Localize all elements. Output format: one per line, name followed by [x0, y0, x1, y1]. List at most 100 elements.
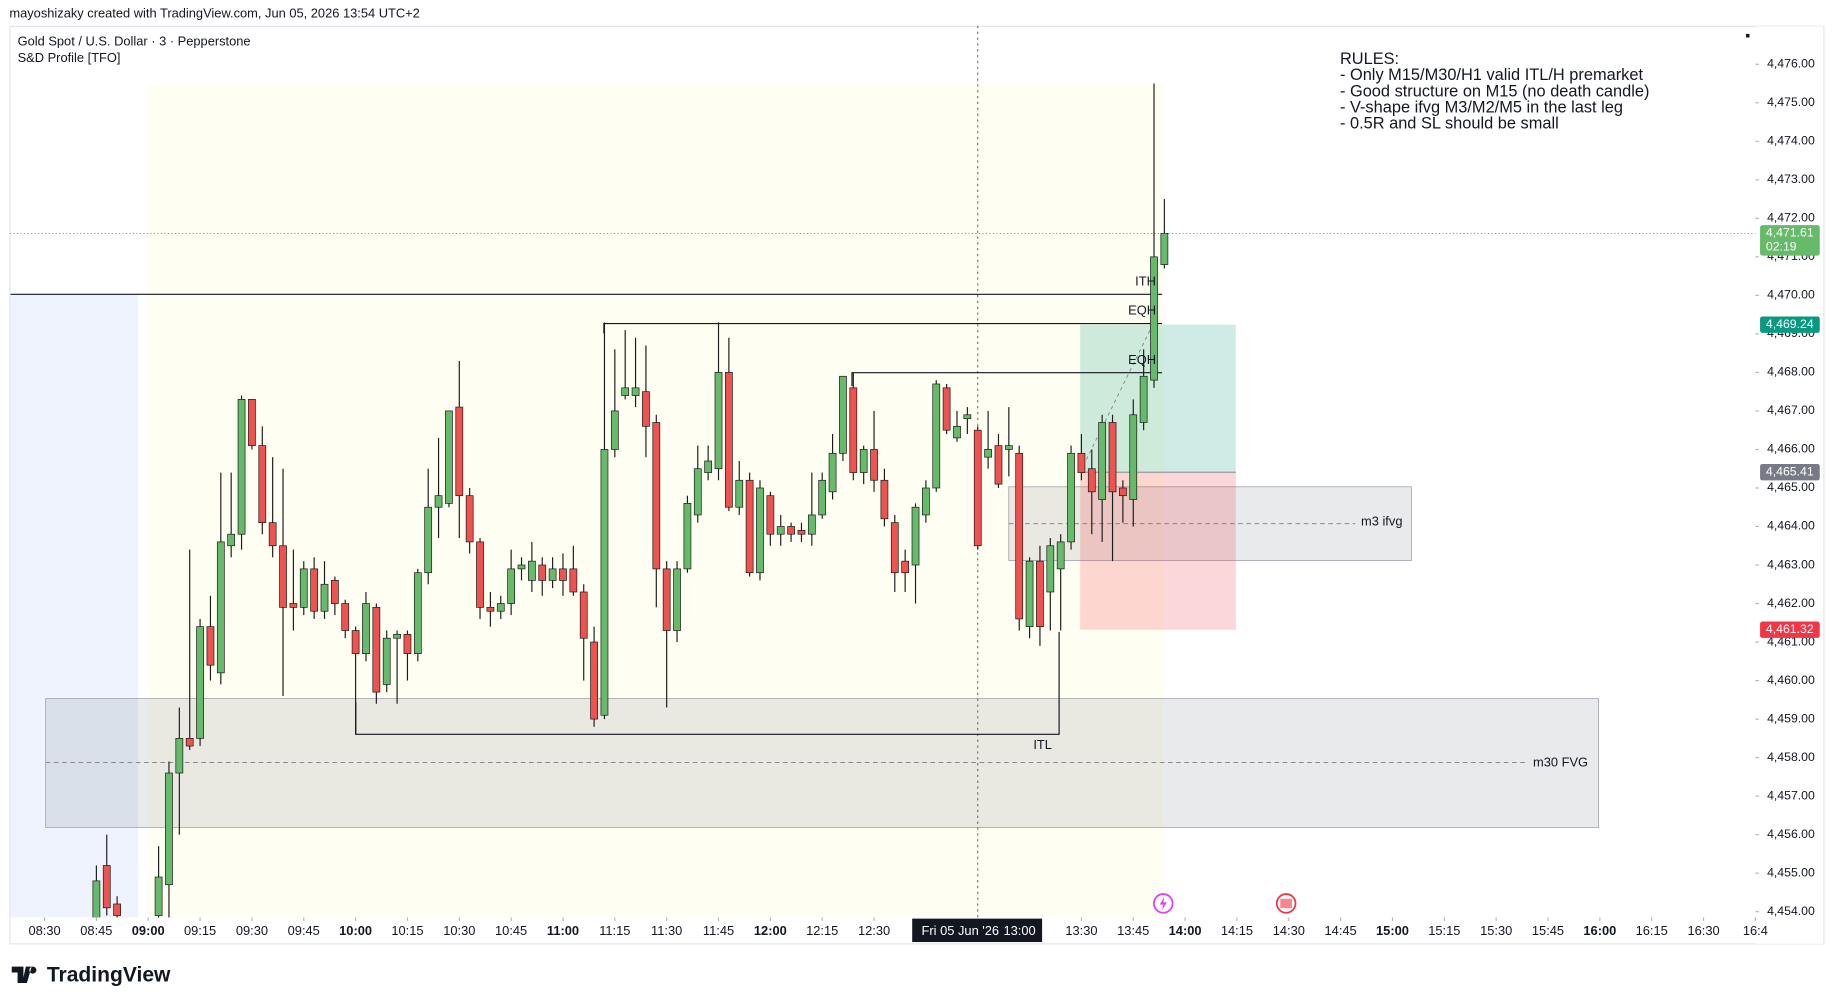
ith-label: ITH — [1135, 273, 1156, 288]
y-tick-label: 4,472.00 — [1767, 211, 1815, 225]
candle-body — [1098, 422, 1107, 500]
candle-body — [559, 568, 567, 581]
candle-body — [92, 880, 101, 920]
rule-line: RULES: — [1340, 50, 1399, 68]
symbol: Gold Spot / U.S. Dollar · 3 · Pepperston… — [18, 34, 251, 49]
candle-body — [496, 603, 505, 612]
candles — [92, 83, 1169, 920]
x-tick-label: 10:00 — [339, 923, 372, 938]
candle-body — [351, 630, 360, 654]
credit: mayoshizaky created with TradingView.com… — [9, 5, 419, 20]
stop-price: 4,461.32 — [1766, 622, 1814, 636]
candle-body — [507, 568, 515, 604]
marker — [1746, 33, 1750, 38]
candle-body — [237, 399, 246, 535]
entry-price: 4,465.41 — [1766, 464, 1814, 478]
candle-body — [517, 564, 526, 570]
event-icon — [1159, 896, 1167, 911]
candle-body — [1036, 560, 1044, 627]
candle-body — [922, 487, 930, 516]
y-tick-label: 4,474.00 — [1767, 134, 1815, 148]
y-tick-label: 4,455.00 — [1767, 865, 1815, 879]
entry-price-bg — [1760, 463, 1820, 481]
candle-body — [776, 526, 785, 535]
candle-body — [196, 626, 204, 739]
x-tick-label: 15:00 — [1376, 923, 1409, 938]
x-tick-label: 14:45 — [1325, 923, 1357, 938]
candle-body — [548, 568, 557, 581]
candle-body — [859, 449, 868, 473]
eqh-label: EQH — [1128, 303, 1156, 318]
candle-body — [362, 603, 370, 654]
candle-body — [445, 410, 453, 504]
price-axis — [1755, 26, 1824, 944]
candle-body — [1025, 560, 1034, 627]
candle-body — [268, 522, 277, 547]
axes: 4,454.00 4,455.00 4,456.00 4,457.00 4,458.00… — [9, 57, 1820, 943]
candle-body — [1087, 468, 1096, 493]
y-tick-label: 4,473.00 — [1767, 172, 1815, 186]
ifvg-label: m3 ifvg — [1361, 513, 1402, 528]
candle-body — [216, 541, 225, 674]
x-tick-label: 12:30 — [858, 923, 890, 938]
countdown: 02:19 — [1766, 240, 1797, 254]
rule-line: - Only M15/M30/H1 valid ITL/H premarket — [1340, 66, 1643, 84]
candle-body — [538, 564, 547, 581]
candle-body — [683, 503, 692, 570]
x-tick-label: 15:30 — [1480, 923, 1512, 938]
candle-body — [1119, 487, 1127, 497]
candle-body — [1004, 445, 1013, 450]
candle-body — [839, 375, 847, 454]
m30-fvg-zone — [45, 698, 1599, 828]
x-tick-label: 10:15 — [391, 923, 423, 938]
candle-body — [528, 560, 536, 581]
y-tick-label: 4,465.00 — [1767, 480, 1815, 494]
candle-body — [1160, 233, 1169, 265]
target-price-bg — [1760, 316, 1820, 333]
x-tick-label: 09:00 — [132, 923, 165, 938]
x-tick-label: 11:45 — [703, 923, 734, 938]
candle-body — [600, 449, 609, 716]
x-tick-label: 14:30 — [1273, 923, 1305, 938]
x-tick-label: 16:30 — [1687, 923, 1719, 938]
y-tick-label: 4,460.00 — [1767, 673, 1815, 687]
candle-body — [631, 387, 640, 396]
indicator: S&D Profile [TFO] — [18, 50, 121, 65]
candle-body — [621, 387, 630, 396]
candle-body — [953, 425, 961, 439]
x-tick-label: 10:45 — [495, 923, 527, 938]
y-tick-label: 4,470.00 — [1767, 288, 1815, 302]
candle-body — [1046, 545, 1055, 593]
candle-body — [766, 495, 775, 535]
candle-body — [1056, 541, 1065, 570]
x-tick-label: 13:30 — [1065, 923, 1097, 938]
candle-body — [1108, 422, 1117, 493]
candle-body — [289, 603, 298, 608]
x-tick-label: 08:45 — [80, 923, 112, 938]
x-tick-label: 16:00 — [1583, 923, 1616, 938]
x-tick-label: 09:30 — [236, 923, 268, 938]
logo-mark — [11, 966, 37, 983]
candle-body — [154, 876, 163, 916]
candle-body — [258, 445, 267, 523]
y-tick-label: 4,467.00 — [1767, 403, 1815, 417]
y-tick-label: 4,468.00 — [1767, 365, 1815, 379]
candle-body — [745, 479, 754, 574]
candle-body — [652, 422, 661, 570]
x-tick-label: 11:15 — [599, 923, 630, 938]
candle-body — [372, 607, 381, 693]
candle-body — [393, 633, 401, 639]
candle-body — [984, 449, 992, 458]
y-tick-label: 4,466.00 — [1767, 442, 1815, 456]
candle-body — [310, 568, 318, 612]
x-tick-label: 12:15 — [806, 923, 838, 938]
y-tick-label: 4,476.00 — [1767, 57, 1815, 71]
candle-body — [1139, 375, 1148, 423]
candle-body — [413, 572, 422, 654]
y-tick-label: 4,457.00 — [1767, 788, 1815, 802]
candle-body — [113, 903, 121, 916]
candle-body — [185, 738, 194, 747]
candle-body — [331, 580, 339, 604]
